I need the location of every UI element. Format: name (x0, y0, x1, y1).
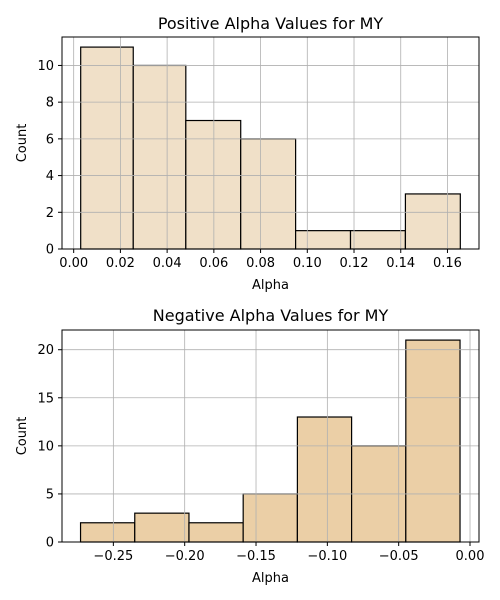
y-tick-label: 5 (46, 487, 54, 502)
y-tick-label: 6 (46, 132, 54, 147)
y-tick-label: 10 (37, 439, 54, 454)
histogram-bar (132, 64, 187, 250)
y-tick-label: 4 (46, 169, 54, 184)
x-tick-label: 0.08 (246, 256, 275, 271)
x-axis-label: Alpha (252, 571, 289, 586)
x-tick-label: 0.14 (386, 256, 415, 271)
x-tick-label: 0.10 (293, 256, 322, 271)
x-tick-label: 0.04 (153, 256, 182, 271)
x-tick-label: −0.10 (307, 549, 347, 564)
x-tick-label: −0.05 (379, 549, 419, 564)
y-tick-label: 2 (46, 206, 54, 221)
y-axis-label: Count (15, 124, 30, 163)
histogram-bar (349, 230, 407, 250)
histogram-bar (405, 339, 461, 543)
histogram-bar (80, 46, 134, 250)
x-tick-label: 0.00 (456, 549, 485, 564)
histogram-bar (296, 416, 353, 543)
y-axis-label: Count (15, 417, 30, 456)
histogram-bar (185, 119, 242, 250)
histogram-bar (134, 512, 190, 543)
plot-frame (61, 36, 480, 250)
histogram-bar (295, 230, 352, 250)
x-axis-label: Alpha (252, 278, 289, 293)
x-tick-label: 0.06 (199, 256, 228, 271)
histogram-bar (240, 138, 297, 250)
x-tick-label: 0.16 (433, 256, 462, 271)
x-tick-label: −0.25 (93, 549, 133, 564)
y-tick-label: 0 (46, 536, 54, 551)
positive-alpha-chart: Positive Alpha Values for MY 0.00 0.02 0.0… (15, 14, 480, 293)
chart-title: Negative Alpha Values for MY (153, 306, 389, 325)
x-tick-label: 0.02 (106, 256, 135, 271)
y-tick-label: 10 (37, 59, 54, 74)
y-tick-label: 20 (37, 343, 54, 358)
x-tick-label: −0.15 (236, 549, 276, 564)
histogram-bar (79, 522, 136, 543)
histogram-bar (242, 493, 298, 543)
y-tick-label: 0 (46, 243, 54, 258)
plot-frame (61, 329, 480, 543)
x-tick-label: −0.20 (165, 549, 205, 564)
x-tick-label: 0.12 (340, 256, 369, 271)
negative-alpha-chart: Negative Alpha Values for MY −0.25 −0.20 −… (15, 306, 484, 586)
chart-title: Positive Alpha Values for MY (158, 14, 384, 33)
y-tick-label: 8 (46, 96, 54, 111)
y-tick-label: 15 (37, 391, 54, 406)
histogram-bar (404, 193, 461, 250)
x-tick-label: 0.00 (59, 256, 88, 271)
histogram-bar (188, 522, 244, 543)
